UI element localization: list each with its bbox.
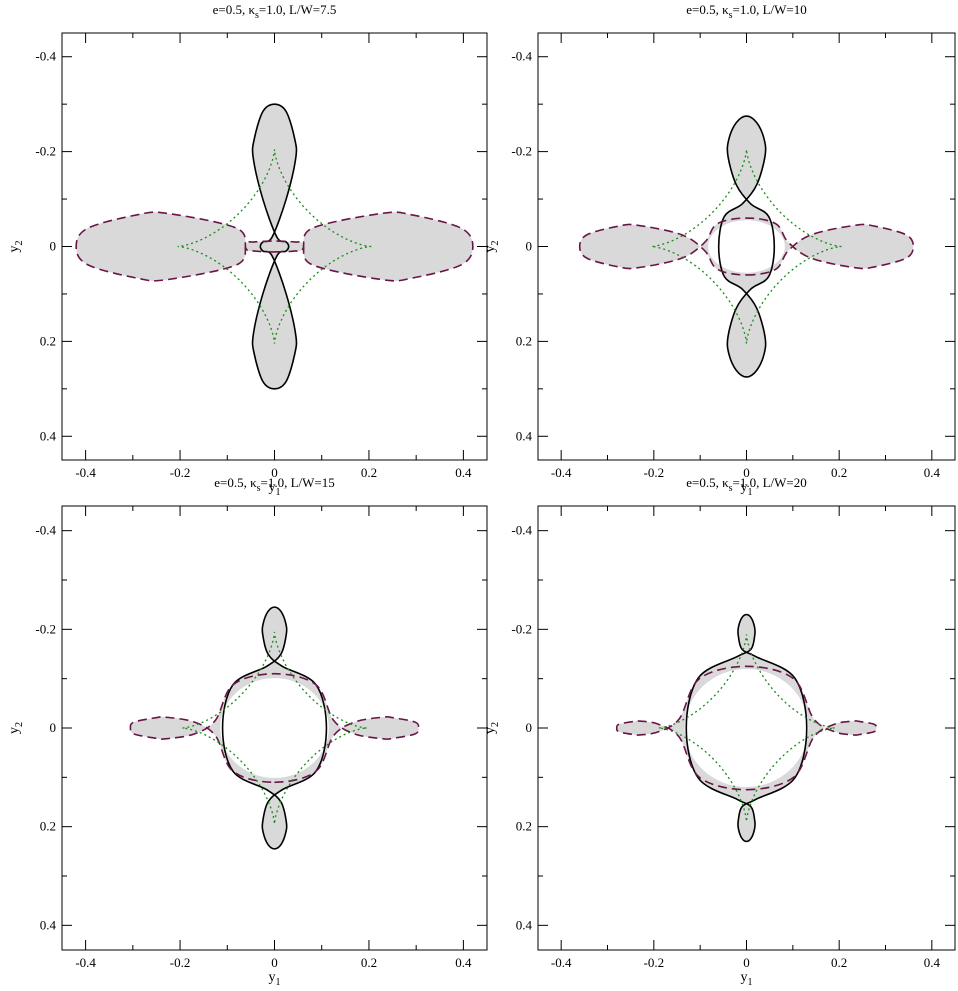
x-tick-label: -0.4: [75, 955, 96, 970]
plot-area: [578, 115, 915, 378]
y-tick-label: -0.4: [35, 49, 56, 64]
series-dashed-curve: [75, 211, 474, 282]
panel-1: -0.4 0.4 -0.2 0.2 0 0 0.2 -0.2 0.4 -0.4 e=0.5, κs=…: [7, 2, 488, 498]
x-tick-label: 0.4: [924, 955, 941, 970]
x-tick-label: -0.2: [170, 955, 191, 970]
x-tick-label: 0.2: [361, 465, 377, 480]
panel-title: e=0.5, κs=1.0, L/W=7.5: [213, 2, 337, 21]
series-solid-curve: [221, 606, 328, 850]
x-tick-label: 0.4: [455, 955, 472, 970]
x-tick-label: 0: [271, 955, 278, 970]
y-tick-label: 0.2: [516, 333, 532, 348]
y-tick-label: 0.2: [40, 819, 56, 834]
caustic-fill-2: [76, 212, 473, 281]
x-tick-label: -0.2: [644, 955, 665, 970]
inner-region: [708, 220, 785, 273]
x-tick-label: -0.2: [644, 465, 665, 480]
y-tick-label: 0: [50, 239, 57, 254]
series-dashed-curve: [129, 672, 420, 784]
x-tick-label: -0.4: [75, 465, 96, 480]
y-tick-label: -0.4: [35, 523, 56, 538]
series-dotted-curve: [182, 631, 367, 825]
x-tick-label: -0.4: [551, 465, 572, 480]
x-tick-label: 0: [743, 955, 750, 970]
plot-area: [129, 606, 420, 850]
series-solid-curve: [251, 103, 298, 390]
x-axis-label: y1: [269, 480, 281, 498]
series-dotted-curve: [177, 149, 372, 344]
x-tick-label: -0.4: [551, 955, 572, 970]
y-tick-label: -0.2: [511, 144, 532, 159]
y-tick-label: -0.2: [511, 621, 532, 636]
y-tick-label: 0.4: [516, 917, 533, 932]
plot-area: [615, 613, 878, 843]
panel-title: e=0.5, κs=1.0, L/W=20: [686, 475, 807, 494]
inner-region: [684, 668, 809, 788]
y-axis-label: y2: [483, 722, 501, 734]
y-tick-label: -0.4: [511, 523, 532, 538]
y-tick-label: 0.2: [40, 333, 56, 348]
x-tick-label: 0.4: [924, 465, 941, 480]
series-dotted-curve: [658, 634, 835, 822]
plot-area: [75, 103, 474, 390]
panel-title: e=0.5, κs=1.0, L/W=10: [686, 2, 807, 21]
y-tick-label: -0.4: [511, 49, 532, 64]
y-tick-label: 0.4: [40, 917, 57, 932]
inner-region: [220, 678, 329, 778]
y-tick-label: 0.4: [516, 428, 533, 443]
series-solid-curve: [685, 613, 808, 843]
y-tick-label: 0.2: [516, 819, 532, 834]
y-tick-label: 0.4: [40, 428, 57, 443]
panel-3: -0.4 0.4 -0.2 0.2 0 0 0.2 -0.2 0.4 -0.4 e=0.5, κs=…: [7, 475, 488, 988]
series-dashed-curve: [615, 665, 878, 791]
series-solid-curve: [717, 115, 776, 378]
x-tick-label: -0.2: [170, 465, 191, 480]
x-tick-label: 0.2: [831, 955, 847, 970]
y-tick-label: 0: [526, 239, 533, 254]
x-axis-label: y1: [741, 970, 753, 988]
y-tick-label: -0.2: [35, 144, 56, 159]
y-axis-label: y2: [7, 722, 25, 734]
y-tick-label: 0: [50, 720, 57, 735]
x-tick-label: 0.2: [831, 465, 847, 480]
x-tick-label: 0: [743, 465, 750, 480]
x-tick-label: 0.4: [455, 465, 472, 480]
y-tick-label: -0.2: [35, 621, 56, 636]
panel-4: -0.4 0.4 -0.2 0.2 0 0 0.2 -0.2 0.4 -0.4 e=0.5, κs=…: [483, 475, 956, 988]
x-tick-label: 0.2: [361, 955, 377, 970]
x-tick-label: 0: [271, 465, 278, 480]
y-tick-label: 0: [526, 720, 533, 735]
panel-2: -0.4 0.4 -0.2 0.2 0 0 0.2 -0.2 0.4 -0.4 e=0.5, κs=…: [483, 2, 956, 498]
y-axis-label: y2: [483, 241, 501, 253]
y-axis-label: y2: [7, 241, 25, 253]
panel-title: e=0.5, κs=1.0, L/W=15: [214, 475, 335, 494]
x-axis-label: y1: [741, 480, 753, 498]
series-dotted-curve: [651, 149, 842, 344]
x-axis-label: y1: [269, 970, 281, 988]
series-dashed-curve: [578, 217, 915, 276]
